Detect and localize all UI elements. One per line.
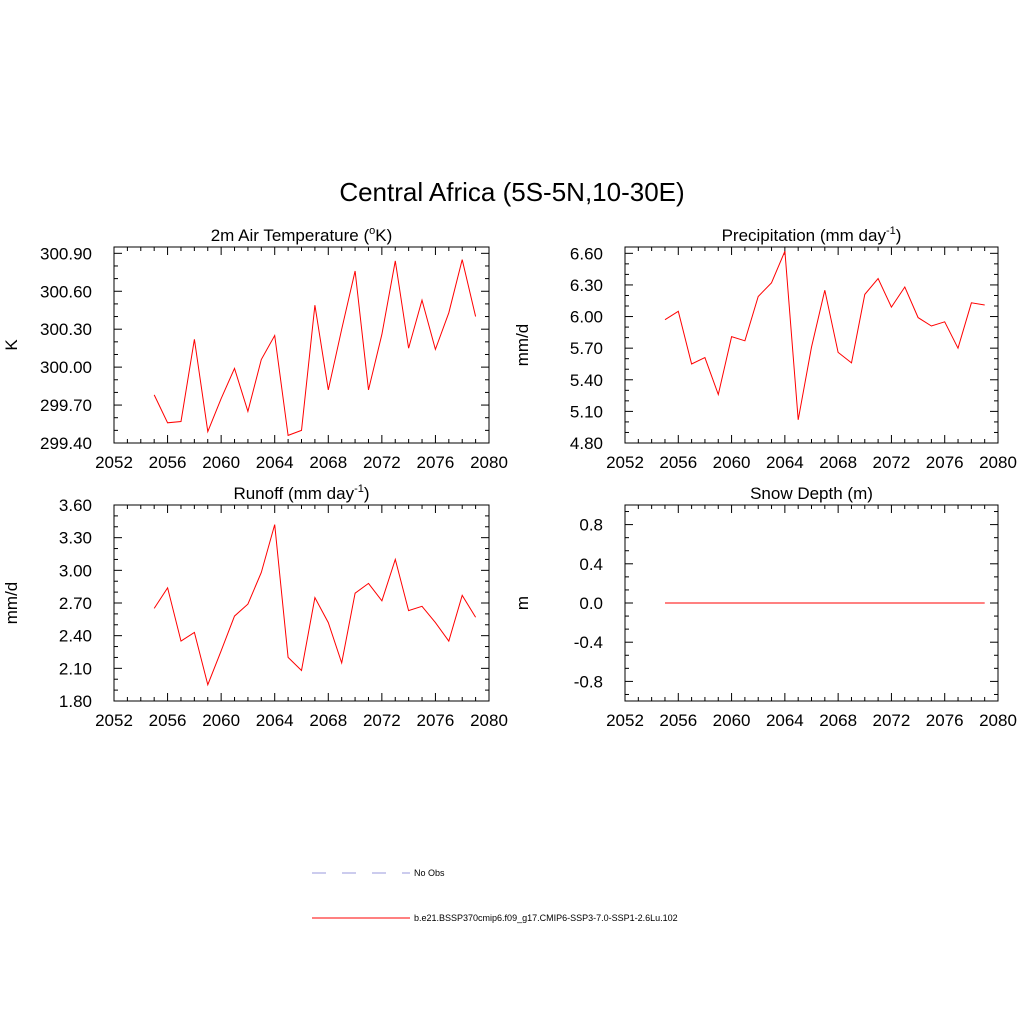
precipitation-y-tick-label: 6.30 <box>570 276 603 295</box>
precipitation-y-tick-label: 5.70 <box>570 339 603 358</box>
panel-precipitation: 2052 2056 2060 2064 2068 2072 2076 2080 4.80 5.10… <box>513 225 1017 472</box>
snow-depth-y-tick-label: -0.4 <box>574 633 603 652</box>
runoff-title-text: Runoff (mm day <box>233 484 354 503</box>
runoff-y-tick-label: 3.30 <box>59 529 92 548</box>
precipitation-y-tick-label: 5.40 <box>570 371 603 390</box>
precipitation-x-tick-label: 2052 <box>606 453 644 472</box>
snow-depth-x-tick-label: 2056 <box>659 711 697 730</box>
main-title: Central Africa (5S-5N,10-30E) <box>339 177 684 207</box>
snow-depth-y-axis-label: m <box>513 596 532 610</box>
runoff-y-axis-label: mm/d <box>2 582 21 625</box>
runoff-title-end: ) <box>364 484 370 503</box>
runoff-x-tick-label: 2052 <box>95 711 133 730</box>
snow-depth-x-tick-label: 2080 <box>979 711 1017 730</box>
runoff-x-tick-label: 2056 <box>149 711 187 730</box>
snow-depth-x-tick-label: 2076 <box>926 711 964 730</box>
precipitation-panel-title: Precipitation (mm day-1) <box>722 225 902 245</box>
precipitation-series-line <box>664 251 985 420</box>
runoff-series-line <box>153 524 477 687</box>
runoff-x-tick-label: 2076 <box>417 711 455 730</box>
runoff-y-tick-label: 3.60 <box>59 496 92 515</box>
runoff-panel-title: Runoff (mm day-1) <box>233 483 369 503</box>
snow-depth-panel-title: Snow Depth (m) <box>750 484 873 503</box>
panel-runoff: 2052 2056 2060 2064 2068 2072 2076 2080 1.80 2.10… <box>2 483 508 730</box>
air-temperature-x-tick-label: 2064 <box>256 453 294 472</box>
runoff-y-tick-label: 3.00 <box>59 561 92 580</box>
air-temperature-title-end: K) <box>375 226 392 245</box>
legend-label-no-obs: No Obs <box>414 868 445 878</box>
runoff-y-tick-label: 2.70 <box>59 594 92 613</box>
air-temperature-y-axis-label: K <box>2 339 21 351</box>
air-temperature-y-tick-label: 300.30 <box>40 320 92 339</box>
runoff-y-tick-label: 2.10 <box>59 659 92 678</box>
air-temperature-series-line <box>153 259 477 437</box>
legend-label-model: b.e21.BSSP370cmip6.f09_g17.CMIP6-SSP3-7.… <box>414 913 678 923</box>
runoff-plot-frame <box>113 504 490 702</box>
precipitation-x-tick-label: 2060 <box>713 453 751 472</box>
precipitation-title-end: ) <box>896 226 902 245</box>
runoff-x-tick-label: 2064 <box>256 711 294 730</box>
air-temperature-x-tick-label: 2068 <box>309 453 347 472</box>
panel-air-temperature: 2052 2056 2060 2064 2068 2072 2076 2080 299.40 29… <box>2 225 508 472</box>
runoff-x-tick-label: 2068 <box>309 711 347 730</box>
precipitation-title-superscript: -1 <box>886 225 896 237</box>
air-temperature-y-tick-label: 299.70 <box>40 396 92 415</box>
air-temperature-plot-frame <box>113 246 490 444</box>
precipitation-y-tick-label: 5.10 <box>570 402 603 421</box>
snow-depth-x-tick-label: 2072 <box>873 711 911 730</box>
snow-depth-y-tick-label: -0.8 <box>574 672 603 691</box>
precipitation-y-tick-label: 6.60 <box>570 244 603 263</box>
air-temperature-y-tick-label: 300.90 <box>40 244 92 263</box>
runoff-title-superscript: -1 <box>354 483 364 495</box>
precipitation-title-text: Precipitation (mm day <box>722 226 887 245</box>
precipitation-y-tick-label: 4.80 <box>570 434 603 453</box>
air-temperature-title-superscript: o <box>369 225 375 237</box>
precipitation-x-tick-label: 2068 <box>819 453 857 472</box>
air-temperature-x-tick-label: 2060 <box>202 453 240 472</box>
panel-snow-depth: 2052 2056 2060 2064 2068 2072 2076 2080 -0.8 -0.4… <box>513 484 1017 730</box>
runoff-x-tick-label: 2080 <box>470 711 508 730</box>
precipitation-x-tick-label: 2064 <box>766 453 804 472</box>
precipitation-x-tick-label: 2076 <box>926 453 964 472</box>
air-temperature-x-tick-label: 2056 <box>149 453 187 472</box>
runoff-x-tick-label: 2072 <box>363 711 401 730</box>
air-temperature-y-tick-label: 300.00 <box>40 358 92 377</box>
air-temperature-x-tick-label: 2072 <box>363 453 401 472</box>
air-temperature-x-tick-label: 2052 <box>95 453 133 472</box>
air-temperature-y-tick-label: 299.40 <box>40 434 92 453</box>
snow-depth-y-tick-label: 0.4 <box>579 555 603 574</box>
precipitation-x-tick-label: 2072 <box>873 453 911 472</box>
snow-depth-x-tick-label: 2060 <box>713 711 751 730</box>
air-temperature-panel-title: 2m Air Temperature (oK) <box>211 225 393 245</box>
snow-depth-y-tick-label: 0.0 <box>579 594 603 613</box>
runoff-y-tick-label: 1.80 <box>59 692 92 711</box>
snow-depth-y-tick-label: 0.8 <box>579 516 603 535</box>
precipitation-x-tick-label: 2056 <box>659 453 697 472</box>
air-temperature-title-text: 2m Air Temperature ( <box>211 226 370 245</box>
runoff-x-tick-label: 2060 <box>202 711 240 730</box>
air-temperature-y-tick-label: 300.60 <box>40 282 92 301</box>
precipitation-y-axis-label: mm/d <box>513 324 532 367</box>
precipitation-y-tick-label: 6.00 <box>570 308 603 327</box>
precipitation-x-tick-label: 2080 <box>979 453 1017 472</box>
snow-depth-x-tick-label: 2068 <box>819 711 857 730</box>
air-temperature-x-tick-label: 2080 <box>470 453 508 472</box>
legend: No Obs b.e21.BSSP370cmip6.f09_g17.CMIP6-… <box>312 868 678 923</box>
snow-depth-x-tick-label: 2064 <box>766 711 804 730</box>
snow-depth-title-text: Snow Depth (m) <box>750 484 873 503</box>
snow-depth-x-tick-label: 2052 <box>606 711 644 730</box>
runoff-y-tick-label: 2.40 <box>59 627 92 646</box>
air-temperature-x-tick-label: 2076 <box>417 453 455 472</box>
